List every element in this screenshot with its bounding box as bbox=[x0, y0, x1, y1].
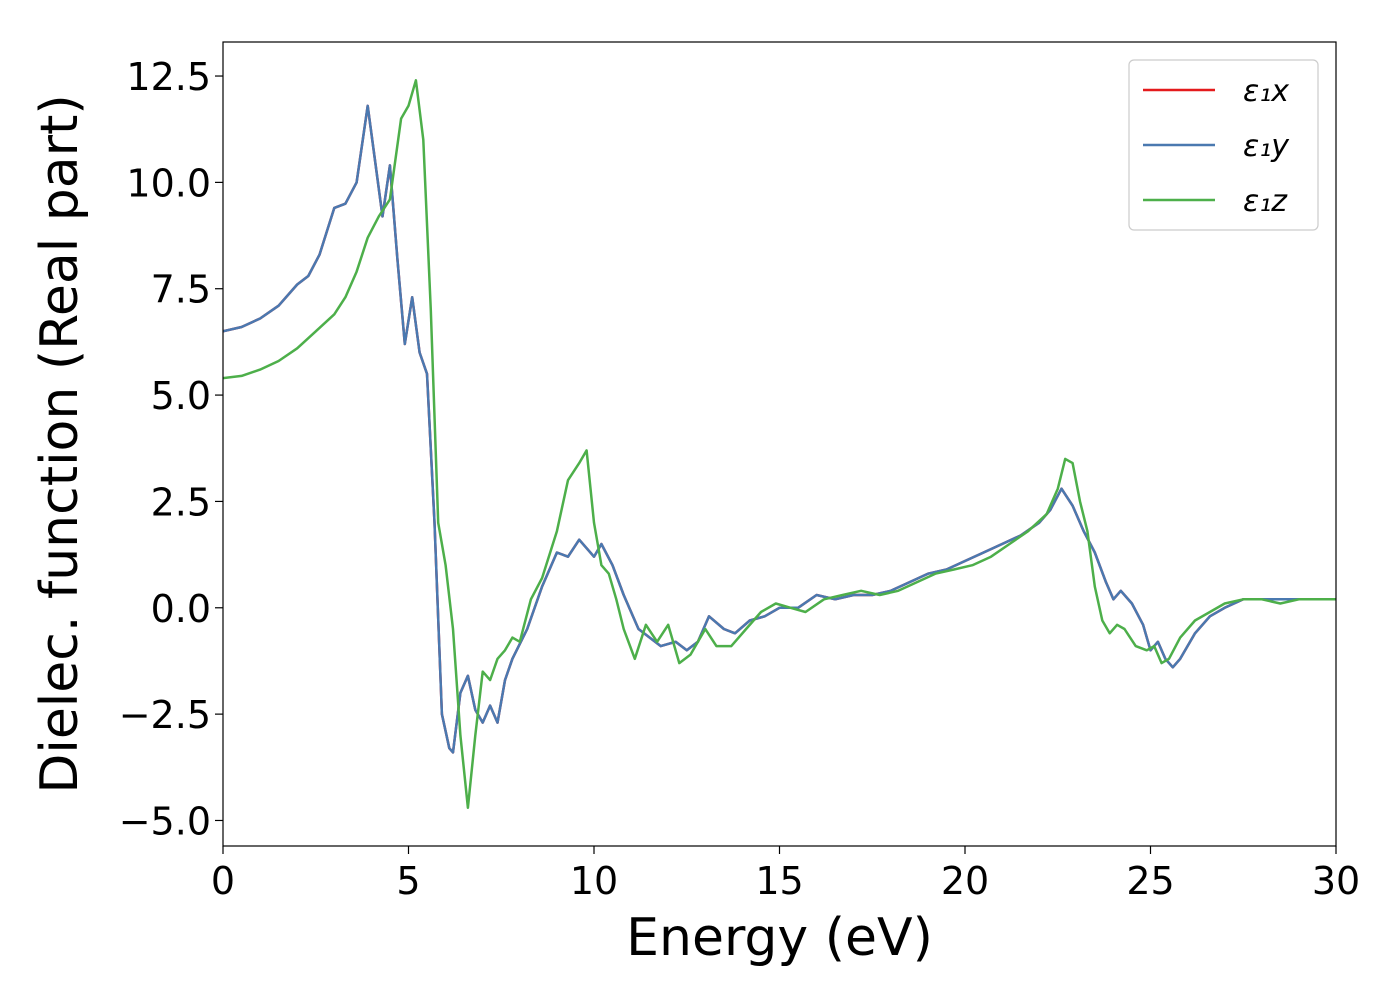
x-tick-label: 0 bbox=[211, 859, 235, 903]
x-tick-label: 25 bbox=[1126, 859, 1174, 903]
y-tick-label: 7.5 bbox=[151, 268, 211, 312]
y-tick-label: 0.0 bbox=[151, 587, 211, 631]
x-tick-label: 20 bbox=[941, 859, 989, 903]
y-tick-label: −5.0 bbox=[119, 799, 211, 843]
legend: ε₁x ε₁y ε₁z bbox=[1128, 59, 1319, 231]
x-tick-label: 10 bbox=[570, 859, 618, 903]
y-tick-label: 5.0 bbox=[151, 374, 211, 418]
x-tick-label: 30 bbox=[1312, 859, 1360, 903]
plot-lines bbox=[223, 79, 1336, 809]
y-tick-label: 12.5 bbox=[126, 55, 211, 99]
legend-label: ε₁z bbox=[1243, 184, 1288, 219]
y-tick-label: −2.5 bbox=[119, 693, 211, 737]
y-tick-label: 2.5 bbox=[151, 480, 211, 524]
y-axis-title: Dielec. function (Real part) bbox=[30, 94, 90, 793]
y-tick-label: 10.0 bbox=[126, 161, 211, 205]
x-tick-label: 5 bbox=[396, 859, 420, 903]
legend-label: ε₁y bbox=[1243, 129, 1290, 164]
x-tick-label: 15 bbox=[755, 859, 803, 903]
x-axis-title: Energy (eV) bbox=[626, 908, 933, 968]
legend-box bbox=[1128, 59, 1319, 231]
series-line-3 bbox=[223, 79, 1336, 809]
x-axis: 0 5 10 15 20 25 30 bbox=[211, 846, 1360, 903]
y-axis: −5.0 −2.5 0.0 2.5 5.0 7.5 10.0 12.5 bbox=[119, 55, 223, 843]
series-line-2 bbox=[223, 104, 1336, 754]
legend-label: ε₁x bbox=[1243, 74, 1289, 109]
